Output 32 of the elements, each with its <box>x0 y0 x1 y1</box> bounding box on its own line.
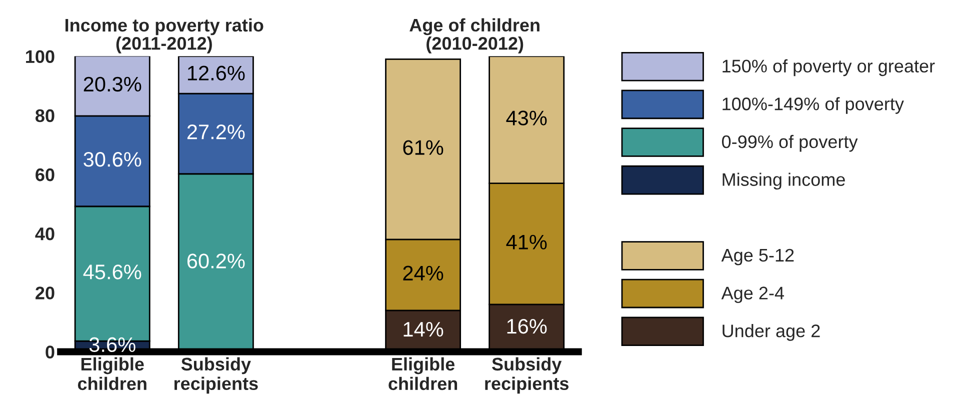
x-tick-label: Subsidy recipients <box>174 357 258 394</box>
y-tick-label: 60 <box>36 168 54 182</box>
data-label: 41% <box>506 234 547 250</box>
data-label: 3.6% <box>89 337 136 352</box>
y-tick-label: 80 <box>36 109 54 122</box>
y-tick-label: 0 <box>46 346 54 358</box>
data-label: 24% <box>403 266 444 280</box>
x-tick-label: Eligible children <box>388 357 458 390</box>
x-tick-label: Eligible children <box>78 357 146 390</box>
legend-label: Under age 2 <box>722 324 820 341</box>
data-label: 12.6% <box>188 66 245 80</box>
y-tick-label: 40 <box>35 227 54 240</box>
data-label: 43% <box>506 110 547 126</box>
legend-label: 0-99% of poverty <box>722 134 858 152</box>
data-label: 61% <box>403 140 444 155</box>
text: Age of children (2010-2012) <box>410 18 540 54</box>
data-label: 27.2% <box>187 124 245 140</box>
legend-label: Missing income <box>722 172 845 190</box>
legend-label: 100%-149% of poverty <box>722 97 904 114</box>
data-label: 14% <box>404 322 444 337</box>
data-label: 60.2% <box>187 254 245 268</box>
data-label: 30.6% <box>84 152 142 167</box>
legend-label: Age 5-12 <box>721 248 794 266</box>
text: Income to poverty ratio (2011-2012) <box>66 18 264 54</box>
legend-label: 150% of poverty or greater <box>722 59 935 76</box>
data-label: 45.6% <box>83 264 142 280</box>
data-label: 20.3% <box>84 76 142 92</box>
data-label: 16% <box>507 318 547 334</box>
y-tick-label: 20 <box>36 286 54 300</box>
y-tick-label: 100 <box>26 50 54 63</box>
legend-label: Age 2-4 <box>721 286 784 304</box>
x-tick-label: Subsidy recipients <box>485 357 569 394</box>
